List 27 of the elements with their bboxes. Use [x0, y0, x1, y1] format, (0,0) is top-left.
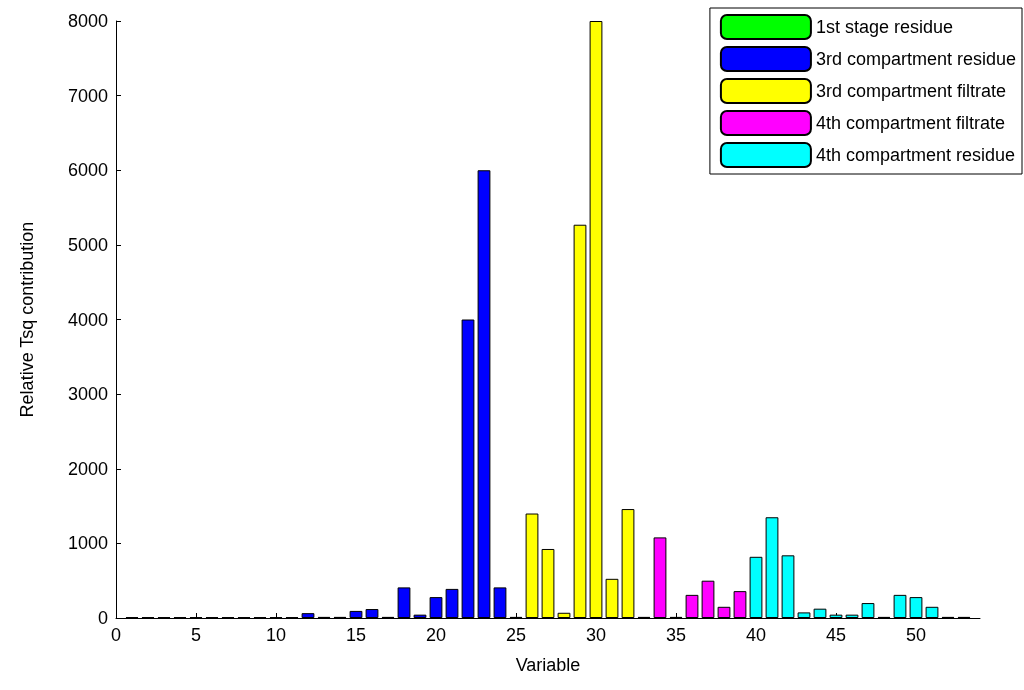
x-tick-label: 20 [425, 625, 447, 645]
x-tick-label: 30 [585, 625, 607, 645]
x-axis-title: Variable [515, 655, 581, 675]
x-tick-label: 15 [345, 625, 367, 645]
y-tick-label: 2000 [67, 458, 108, 479]
legend-label: 4th compartment residue [815, 145, 1016, 165]
y-tick-label: 8000 [67, 11, 108, 31]
x-tick-label: 25 [505, 625, 527, 645]
y-tick-label: 6000 [67, 160, 108, 181]
legend-label: 4th compartment filtrate [815, 113, 1005, 133]
y-tick-label: 1000 [67, 533, 108, 554]
x-tick-label: 35 [665, 625, 687, 645]
x-tick-label: 40 [745, 625, 767, 645]
x-tick-label: 5 [190, 625, 202, 645]
legend-label: 3rd compartment filtrate [815, 81, 1006, 101]
x-tick-label: 45 [825, 625, 847, 645]
x-tick-label: 10 [265, 625, 287, 645]
y-tick-label: 4000 [67, 309, 108, 330]
y-tick-label: 5000 [67, 234, 108, 255]
y-axis-title: Relative Tsq contribution [17, 221, 37, 418]
y-tick-label: 3000 [67, 384, 108, 405]
x-tick-label: 50 [905, 625, 927, 645]
y-tick-label: 0 [97, 608, 108, 628]
legend-label: 1st stage residue [815, 17, 953, 37]
legend-label: 3rd compartment residue [815, 49, 1016, 69]
x-tick-label: 0 [110, 625, 122, 645]
y-tick-label: 7000 [67, 85, 108, 106]
